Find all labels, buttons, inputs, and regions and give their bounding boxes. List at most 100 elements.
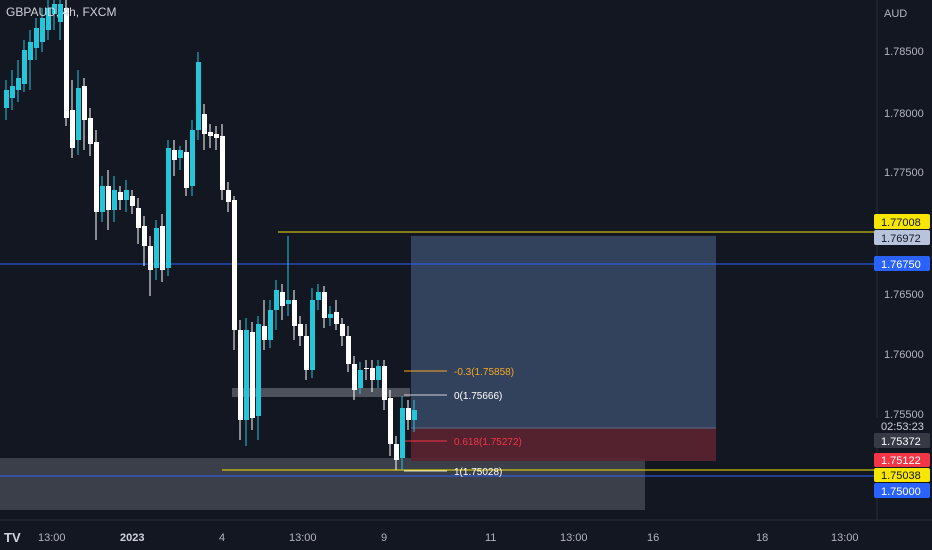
time-label: 4: [219, 532, 225, 544]
candle-body: [316, 292, 321, 300]
currency-label: AUD: [884, 8, 907, 20]
candle-body: [394, 444, 399, 460]
candle-body: [340, 324, 345, 336]
time-label: 11: [485, 532, 496, 544]
time-label: 16: [647, 532, 659, 544]
candle-body: [388, 398, 393, 444]
candle-body: [364, 368, 369, 369]
price-tick: 1.77500: [884, 167, 924, 179]
candle-body: [274, 290, 279, 310]
candle-body: [220, 136, 225, 190]
price-tag-bg: [874, 433, 930, 448]
candle-body: [88, 118, 93, 144]
candle-body: [298, 324, 303, 336]
candle-body: [4, 90, 9, 108]
time-label: 13:00: [38, 532, 66, 544]
price-tick: 1.78500: [884, 46, 924, 58]
candle-body: [178, 150, 183, 158]
candle-body: [346, 336, 351, 364]
candle-body: [100, 186, 105, 212]
candle-body: [334, 312, 339, 324]
candle-body: [328, 314, 333, 318]
price-tag-bg: [874, 453, 930, 467]
time-label: 9: [381, 532, 387, 544]
candle-body: [154, 228, 159, 268]
price-tag-bg: [874, 230, 930, 245]
candle-body: [196, 62, 201, 130]
candle-body: [262, 326, 267, 340]
price-tag-text: 1.76972: [881, 233, 921, 245]
price-tag-text: 1.75038: [881, 470, 921, 482]
candle-body: [40, 18, 45, 42]
candle-body: [124, 190, 129, 200]
price-tick: 1.76000: [884, 349, 924, 361]
candle-body: [208, 132, 213, 136]
candle-body: [238, 330, 243, 420]
fib-618-label: 0.618(1.75272): [454, 437, 522, 448]
fib-zero-label: 0(1.75666): [454, 391, 502, 402]
countdown-tag: 02:53:23: [874, 418, 930, 433]
time-axis[interactable]: 13:00 2023 4 13:00 9 11 13:00 16 18 13:0…: [0, 519, 932, 550]
tradingview-logo-icon[interactable]: TV: [4, 530, 21, 545]
candle-body: [412, 410, 417, 420]
price-tag: 1.75372: [874, 433, 930, 448]
stop-zone[interactable]: [411, 428, 716, 461]
candle-body: [34, 28, 39, 48]
candle-body: [406, 408, 411, 420]
candle-body: [256, 324, 261, 416]
candle-body: [76, 88, 81, 140]
symbol-title[interactable]: GBPAUD, 4h, FXCM: [6, 5, 117, 19]
time-label: 13:00: [831, 532, 859, 544]
time-label: 18: [756, 532, 768, 544]
price-tag: 1.77008: [874, 214, 930, 229]
candle-body: [172, 150, 177, 160]
candle-body: [352, 364, 357, 390]
candle-body: [118, 192, 123, 200]
candle-body: [322, 292, 327, 318]
candle-body: [184, 152, 189, 188]
price-tag-bg: [874, 483, 930, 498]
time-label: 13:00: [560, 532, 588, 544]
candle-body: [16, 78, 21, 90]
candle-body: [310, 300, 315, 370]
price-tag-text: 1.77008: [881, 217, 921, 229]
candle-body: [232, 200, 237, 330]
fib-zero-box[interactable]: [232, 388, 410, 397]
candle-body: [202, 114, 207, 134]
candle-body: [112, 190, 117, 210]
candle-body: [382, 366, 387, 400]
price-tag-bg: [874, 468, 930, 482]
countdown-bg: [874, 418, 930, 433]
price-tag: 1.76972: [874, 230, 930, 245]
candle-body: [190, 130, 195, 186]
candle-body: [136, 208, 141, 228]
drawings-layer: -0.3(1.75858) 0(1.75666) 0.618(1.75272) …: [0, 231, 877, 510]
demand-zone[interactable]: [0, 458, 645, 510]
countdown-text: 02:53:23: [881, 421, 924, 433]
candle-body: [52, 4, 57, 14]
candle-body: [148, 246, 153, 270]
target-zone[interactable]: [411, 236, 716, 428]
candle-body: [142, 226, 147, 246]
candle-body: [70, 110, 75, 148]
price-tag-bg: [874, 256, 930, 271]
candle-body: [94, 142, 99, 212]
candle-body: [400, 408, 405, 458]
price-tag: 1.75038: [874, 468, 930, 482]
price-tick: 1.76500: [884, 289, 924, 301]
time-label: 2023: [120, 532, 144, 544]
time-axis-bg: [0, 520, 932, 550]
candle-body: [268, 310, 273, 340]
candle-body: [166, 148, 171, 268]
candle-body: [214, 134, 219, 138]
candle-body: [250, 332, 255, 418]
price-axis[interactable]: AUD 1.78500 1.78000 1.77500 1.76500 1.76…: [874, 0, 932, 520]
candle-body: [28, 42, 33, 60]
candle-body: [58, 4, 63, 22]
candle-body: [82, 86, 87, 120]
price-tag: 1.75000: [874, 483, 930, 498]
price-tag: 1.76750: [874, 256, 930, 271]
candle-body: [22, 50, 27, 84]
